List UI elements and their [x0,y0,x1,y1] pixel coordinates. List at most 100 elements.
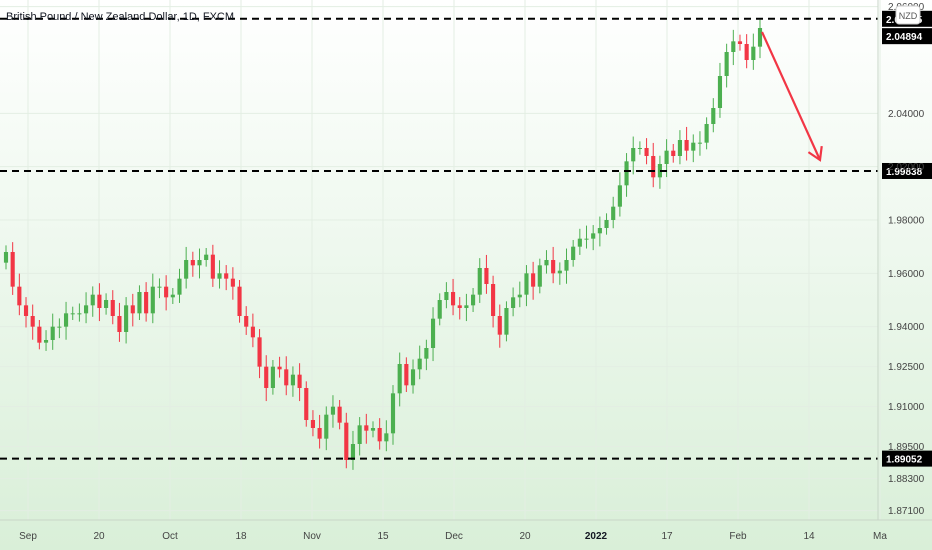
candle [737,34,743,51]
candle [571,240,576,267]
candle [611,196,616,229]
candle-body [484,268,489,284]
x-tick-label: 20 [519,531,531,542]
candle [704,117,709,150]
level-label: 1.99838 [886,167,923,178]
candle-body [604,220,609,228]
candle-body [204,254,209,260]
candle-body [497,316,502,335]
candle [517,281,522,308]
current-price-bg [882,28,932,45]
candle-body [424,348,429,359]
x-tick-label: Dec [445,531,463,542]
candle [657,155,662,189]
candle-body [544,260,549,266]
candle-body [724,52,729,76]
candle [244,306,249,335]
candle-body [531,273,536,287]
candle [17,273,22,316]
candle-body [437,300,442,319]
currency-button[interactable]: NZD [895,5,921,25]
candle-body [310,420,316,428]
candle [557,262,562,285]
candle [444,282,449,309]
candle-body [511,297,516,308]
candle-body [517,294,522,298]
candle-body [557,270,562,274]
candle-body [97,294,102,308]
candle [330,395,336,428]
candle-body [551,260,556,274]
candle [344,412,349,469]
candle-body [297,374,302,388]
candle-body [37,326,42,343]
y-tick-label: 2.04000 [888,109,925,120]
candle [277,356,282,378]
candle [77,303,82,322]
candle [651,142,656,188]
candle [30,304,35,340]
candle [584,225,589,249]
candle [424,339,429,371]
y-tick-label: 2.02000 [888,162,925,173]
candle-body [177,278,182,295]
candle [184,246,189,289]
candle [50,313,55,350]
currency-label: NZD [899,11,918,21]
candle [624,153,629,197]
candle [677,130,682,165]
candle-body [430,318,436,348]
candle-body [110,300,115,316]
candle [43,330,49,351]
candle [397,352,402,407]
candle [84,292,89,324]
candle-body [324,414,329,439]
candle-body [444,292,449,300]
candle [230,267,235,300]
candle [491,275,496,328]
candle-body [597,228,602,234]
x-tick-label: Ma [873,531,887,542]
candle [604,213,609,235]
candle [564,248,569,284]
candle-body [697,142,703,144]
y-tick-label: 1.87100 [888,506,925,517]
candle [377,418,382,450]
time-axis: Sep 20 Oct 18 Nov 15 Dec 20 2022 17 Feb 14 Ma [0,519,932,542]
candle-body [537,265,542,287]
arrow-annotation [760,31,823,162]
candle-body [410,369,416,386]
candle [137,285,142,320]
level-label-bg [882,450,932,467]
candle-body [170,294,175,298]
candle [511,287,516,317]
candle [130,293,135,327]
candle-body [184,260,189,279]
candle [364,413,369,444]
candle-body [644,148,649,156]
candle [404,357,409,392]
candle-body [577,238,582,247]
candle [497,304,502,348]
candle [504,301,509,342]
candle [324,406,329,451]
candle-body [457,305,462,308]
candle-body [30,316,35,327]
candle-body [657,164,662,178]
candle-body [350,444,356,460]
candle [617,172,622,217]
candle-body [664,150,669,164]
candle-body [57,326,62,328]
x-tick-label: 14 [803,531,815,542]
candle-body [417,358,422,370]
x-tick-label: 20 [93,531,105,542]
x-tick-label: 17 [661,531,673,542]
candle [537,258,542,294]
candle [284,356,289,396]
candle [551,246,556,284]
candle [10,242,15,295]
candle-body [290,374,295,386]
candle [224,265,229,291]
